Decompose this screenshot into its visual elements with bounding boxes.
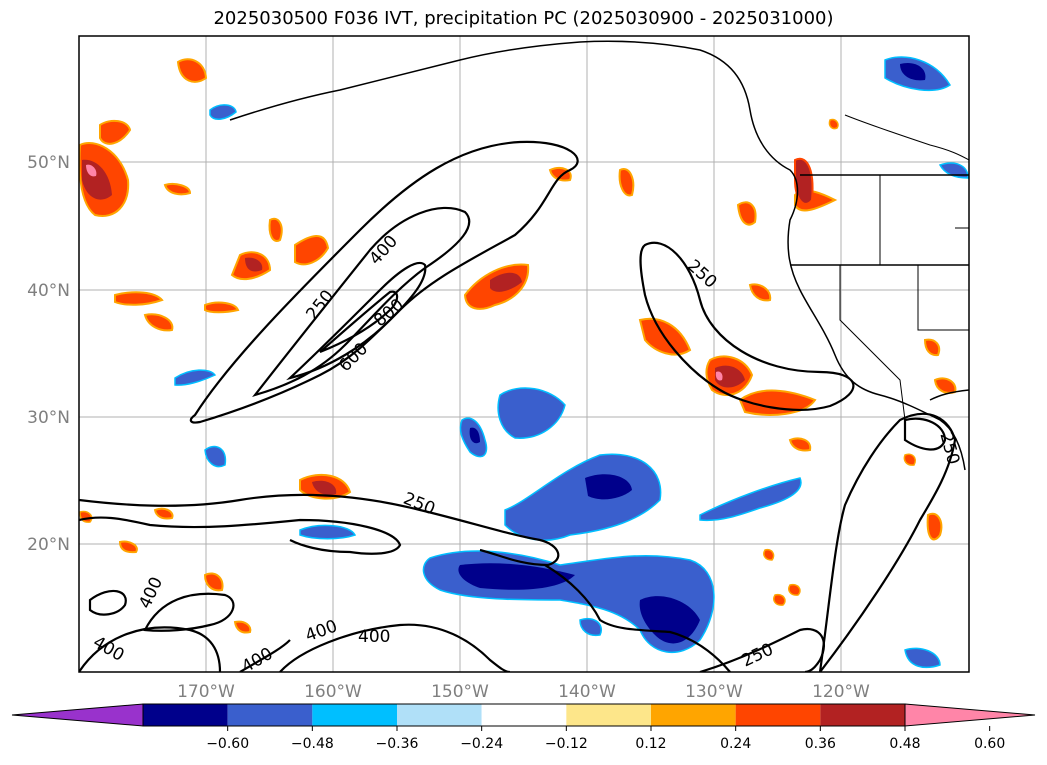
colorbar-segment <box>735 704 821 726</box>
colorbar-tick-label: 0.12 <box>635 736 666 752</box>
map-frame <box>78 35 970 673</box>
colorbar-tick-label: −0.12 <box>545 736 588 752</box>
colorbar-tick-label: −0.36 <box>376 736 419 752</box>
lon-label: 120°W <box>812 682 870 702</box>
lon-label: 170°W <box>177 682 235 702</box>
colorbar-tick-label: −0.48 <box>291 736 334 752</box>
map-title: 2025030500 F036 IVT, precipitation PC (2… <box>213 8 834 29</box>
colorbar-tick-label: 0.36 <box>805 736 836 752</box>
colorbar-segment <box>566 704 651 726</box>
latitude-labels: 50°N 40°N 30°N 20°N <box>27 153 70 555</box>
colorbar-segment <box>227 704 313 726</box>
colorbar-frame <box>142 703 906 727</box>
positive-anomaly-patches <box>79 58 957 634</box>
lat-label: 40°N <box>27 281 70 301</box>
colorbar-tick-label: 0.48 <box>889 736 920 752</box>
lon-label: 150°W <box>431 682 489 702</box>
ivt-contours <box>79 140 957 672</box>
lon-label: 160°W <box>304 682 362 702</box>
lat-label: 30°N <box>27 408 70 428</box>
colorbar-segment <box>397 704 482 726</box>
colorbar-segment <box>143 704 228 726</box>
colorbar-tick-label: 0.60 <box>974 736 1005 752</box>
lon-label: 140°W <box>558 682 616 702</box>
lat-label: 50°N <box>27 153 70 173</box>
colorbar-extend-low <box>11 703 144 727</box>
colorbar-segment <box>312 704 397 726</box>
colorbar-segment <box>651 704 736 726</box>
colorbar-tick-label: −0.60 <box>206 736 249 752</box>
contour-label: 400 <box>358 627 390 647</box>
colorbar-segment <box>820 704 905 726</box>
colorbar-tick-label: 0.24 <box>720 736 751 752</box>
colorbar: −0.60 −0.48 −0.36 −0.24 −0.12 0.12 0.24 0.36 0.4… <box>11 703 1036 752</box>
colorbar-segment <box>481 704 567 726</box>
negative-anomaly-patches <box>174 56 969 669</box>
lat-label: 20°N <box>27 535 70 555</box>
coastlines <box>229 40 969 471</box>
lon-label: 130°W <box>685 682 743 702</box>
colorbar-extend-high <box>904 703 1036 727</box>
longitude-labels: 170°W 160°W 150°W 140°W 130°W 120°W <box>177 682 870 702</box>
colorbar-tick-label: −0.24 <box>460 736 503 752</box>
